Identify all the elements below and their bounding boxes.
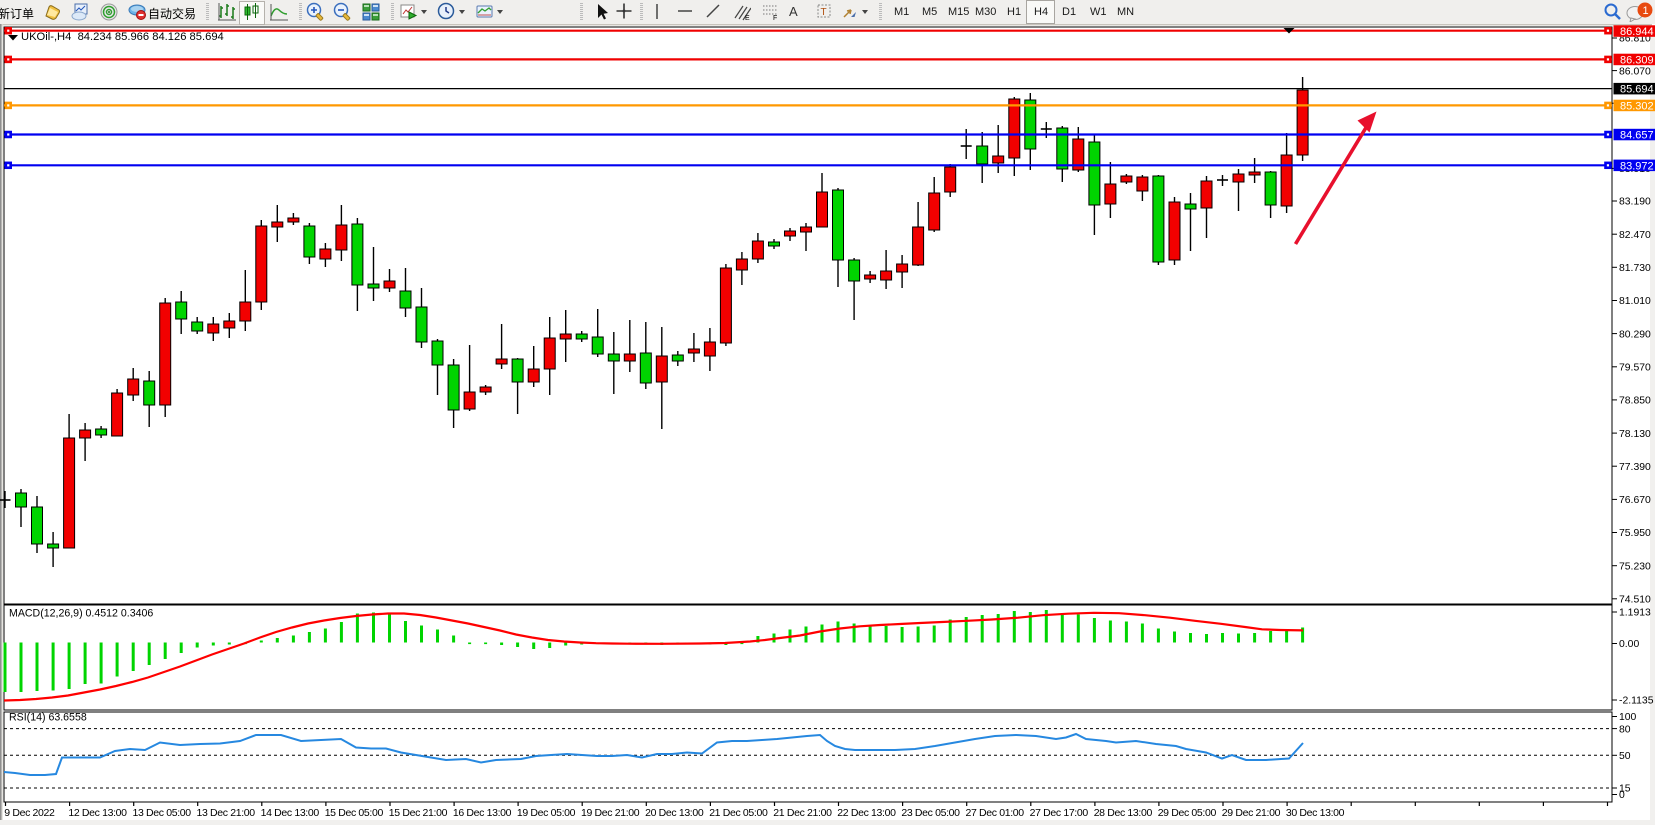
svg-text:F: F bbox=[773, 15, 777, 22]
svg-text:85.694: 85.694 bbox=[1620, 84, 1654, 96]
svg-text:77.390: 77.390 bbox=[1619, 462, 1651, 473]
svg-text:84.657: 84.657 bbox=[1620, 130, 1654, 142]
svg-text:30 Dec 13:00: 30 Dec 13:00 bbox=[1286, 807, 1345, 819]
svg-text:23 Dec 05:00: 23 Dec 05:00 bbox=[901, 807, 960, 819]
svg-text:86.944: 86.944 bbox=[1620, 26, 1654, 38]
svg-text:86.309: 86.309 bbox=[1620, 54, 1654, 66]
svg-text:9 Dec 2022: 9 Dec 2022 bbox=[4, 807, 55, 819]
svg-text:75.950: 75.950 bbox=[1619, 528, 1651, 539]
svg-text:27 Dec 01:00: 27 Dec 01:00 bbox=[966, 807, 1025, 819]
svg-text:T: T bbox=[821, 7, 827, 18]
svg-text:82.470: 82.470 bbox=[1619, 230, 1651, 241]
svg-text:19 Dec 05:00: 19 Dec 05:00 bbox=[517, 807, 576, 819]
svg-text:12 Dec 13:00: 12 Dec 13:00 bbox=[68, 807, 127, 819]
svg-text:85.302: 85.302 bbox=[1620, 100, 1654, 112]
svg-text:15: 15 bbox=[1619, 784, 1631, 795]
svg-text:16 Dec 13:00: 16 Dec 13:00 bbox=[453, 807, 512, 819]
svg-text:1.1913: 1.1913 bbox=[1619, 608, 1651, 619]
svg-text:81.730: 81.730 bbox=[1619, 263, 1651, 274]
svg-text:UKOil-,H4 84.234 85.966 84.12: UKOil-,H4 84.234 85.966 84.126 85.694 bbox=[21, 31, 224, 43]
svg-text:83.190: 83.190 bbox=[1619, 197, 1651, 208]
svg-text:0: 0 bbox=[1619, 790, 1625, 801]
svg-text:29 Dec 21:00: 29 Dec 21:00 bbox=[1222, 807, 1281, 819]
svg-text:21 Dec 05:00: 21 Dec 05:00 bbox=[709, 807, 768, 819]
svg-text:-2.1135: -2.1135 bbox=[1619, 696, 1654, 707]
svg-text:27 Dec 17:00: 27 Dec 17:00 bbox=[1030, 807, 1089, 819]
svg-text:E: E bbox=[745, 15, 750, 22]
svg-text:29 Dec 05:00: 29 Dec 05:00 bbox=[1158, 807, 1217, 819]
svg-text:74.510: 74.510 bbox=[1619, 595, 1651, 606]
svg-text:15 Dec 05:00: 15 Dec 05:00 bbox=[325, 807, 384, 819]
svg-text:13 Dec 05:00: 13 Dec 05:00 bbox=[133, 807, 192, 819]
svg-text:RSI(14) 63.6558: RSI(14) 63.6558 bbox=[9, 712, 87, 724]
svg-text:0.00: 0.00 bbox=[1619, 639, 1639, 650]
svg-text:1: 1 bbox=[1643, 5, 1649, 17]
svg-text:22 Dec 13:00: 22 Dec 13:00 bbox=[837, 807, 896, 819]
svg-text:78.850: 78.850 bbox=[1619, 396, 1651, 407]
svg-text:13 Dec 21:00: 13 Dec 21:00 bbox=[197, 807, 256, 819]
svg-text:80.290: 80.290 bbox=[1619, 329, 1651, 340]
svg-text:14 Dec 13:00: 14 Dec 13:00 bbox=[261, 807, 320, 819]
svg-text:MACD(12,26,9) 0.4512 0.3406: MACD(12,26,9) 0.4512 0.3406 bbox=[9, 608, 153, 620]
svg-text:75.230: 75.230 bbox=[1619, 561, 1651, 572]
svg-text:86.070: 86.070 bbox=[1619, 66, 1651, 77]
svg-text:15 Dec 21:00: 15 Dec 21:00 bbox=[389, 807, 448, 819]
svg-text:100: 100 bbox=[1619, 712, 1637, 723]
svg-text:19 Dec 21:00: 19 Dec 21:00 bbox=[581, 807, 640, 819]
svg-text:79.570: 79.570 bbox=[1619, 363, 1651, 374]
svg-text:80: 80 bbox=[1619, 724, 1631, 735]
svg-text:86.810: 86.810 bbox=[1619, 34, 1651, 45]
svg-text:81.010: 81.010 bbox=[1619, 296, 1651, 307]
svg-text:21 Dec 21:00: 21 Dec 21:00 bbox=[773, 807, 832, 819]
svg-text:50: 50 bbox=[1619, 751, 1631, 762]
svg-text:20 Dec 13:00: 20 Dec 13:00 bbox=[645, 807, 704, 819]
svg-text:78.130: 78.130 bbox=[1619, 429, 1651, 440]
svg-text:28 Dec 13:00: 28 Dec 13:00 bbox=[1094, 807, 1153, 819]
svg-text:83.972: 83.972 bbox=[1620, 160, 1654, 172]
svg-text:76.670: 76.670 bbox=[1619, 495, 1651, 506]
